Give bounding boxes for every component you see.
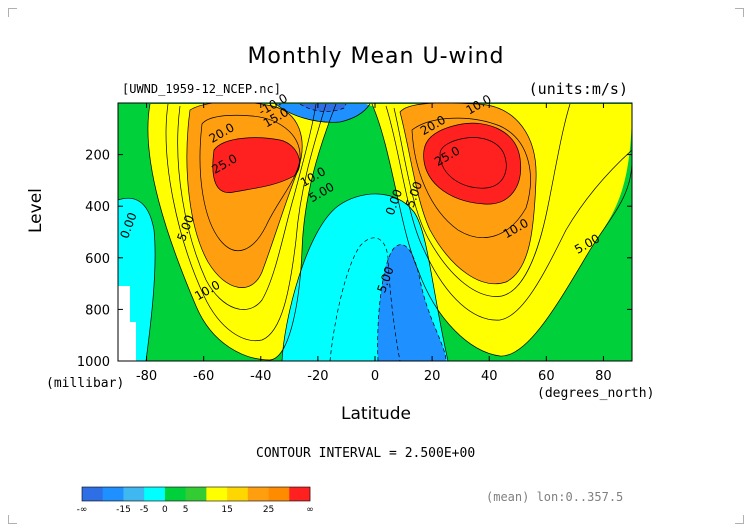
file-label: [UWND_1959-12_NCEP.nc] <box>122 82 281 96</box>
x-tick-label: -60 <box>193 369 214 384</box>
colorbar-swatch <box>289 487 311 501</box>
colorbar-swatch <box>164 487 186 501</box>
colorbar: -∞ -15 -5 0 5 15 25 ∞ <box>77 486 314 515</box>
y-tick-label: 200 <box>85 149 110 164</box>
colorbar-tick-label: 15 <box>221 505 232 515</box>
y-axis-unit: (millibar) <box>46 376 125 391</box>
colorbar-swatch <box>185 487 207 501</box>
colorbar-frame <box>81 486 311 502</box>
colorbar-swatch <box>227 487 249 501</box>
contour-interval-label: CONTOUR INTERVAL = 2.500E+00 <box>256 446 476 461</box>
colorbar-tick-label: ∞ <box>306 505 314 515</box>
y-axis-label: Level <box>26 188 46 233</box>
x-tick-label: -40 <box>250 369 271 384</box>
x-tick-label: 20 <box>424 369 441 384</box>
contour-lines <box>118 103 632 361</box>
x-axis: -80 -60 -40 -20 0 20 40 60 80 <box>136 103 612 384</box>
colorbar-swatch <box>144 487 166 501</box>
x-axis-label: Latitude <box>341 404 411 424</box>
negative-contours <box>299 103 447 361</box>
x-axis-unit: (degrees_north) <box>537 386 655 401</box>
corner-mark-top-left <box>8 8 17 17</box>
x-tick-label: -80 <box>136 369 157 384</box>
corner-mark-top-right <box>735 8 744 17</box>
x-tick-label: 80 <box>595 369 612 384</box>
contour-fill-layer <box>118 103 632 361</box>
corner-mark-bottom-left <box>8 515 17 524</box>
units-label: (units:m/s) <box>528 80 628 98</box>
colorbar-swatch <box>206 487 228 501</box>
x-tick-label: 40 <box>481 369 498 384</box>
colorbar-tick-label: 0 <box>162 505 168 515</box>
colorbar-swatch <box>82 487 104 501</box>
colorbar-tick-label: -5 <box>140 505 149 515</box>
chart-title: Monthly Mean U-wind <box>247 44 505 69</box>
colorbar-swatch <box>102 487 124 501</box>
x-tick-label: -20 <box>307 369 328 384</box>
y-tick-label: 800 <box>85 303 110 318</box>
x-tick-label: 0 <box>371 369 379 384</box>
colorbar-tick-label: -∞ <box>77 505 88 515</box>
colorbar-swatch <box>268 487 290 501</box>
colorbar-tick-label: 5 <box>183 505 189 515</box>
y-tick-label: 400 <box>85 200 110 215</box>
y-tick-label: 600 <box>85 252 110 267</box>
colorbar-swatch <box>247 487 269 501</box>
footer-label: (mean) lon:0..357.5 <box>486 490 624 504</box>
y-tick-label: 1000 <box>77 355 110 370</box>
colorbar-swatch <box>123 487 145 501</box>
corner-mark-bottom-right <box>735 515 744 524</box>
y-axis: 200 400 600 800 1000 <box>77 149 632 370</box>
colorbar-tick-label: 25 <box>263 505 274 515</box>
colorbar-tick-label: -15 <box>116 505 131 515</box>
x-tick-label: 60 <box>538 369 555 384</box>
